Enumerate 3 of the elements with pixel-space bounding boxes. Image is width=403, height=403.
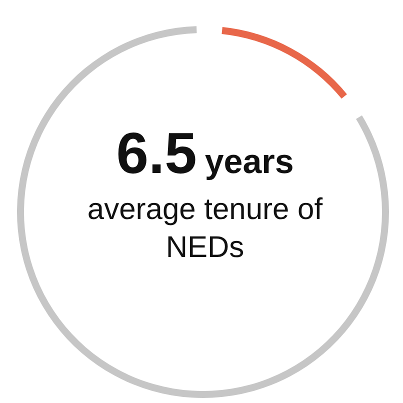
text: 6.5 xyxy=(116,121,197,186)
text: years xyxy=(204,143,294,181)
text: average tenure of NEDs xyxy=(86,192,324,266)
